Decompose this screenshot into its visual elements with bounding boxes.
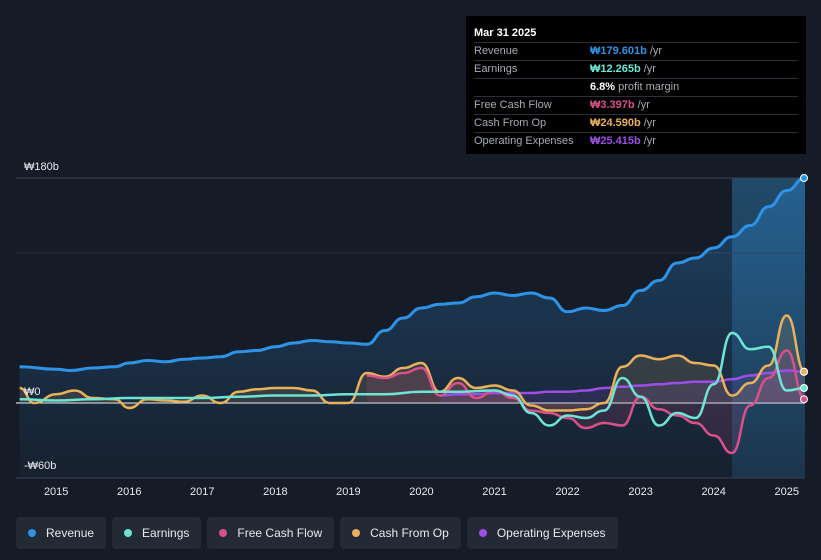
tooltip-row-label: Cash From Op: [474, 117, 547, 129]
series-end-marker: [800, 367, 808, 376]
legend-dot: [219, 529, 228, 537]
tooltip-row: Revenue ₩179.601b/yr: [474, 42, 798, 60]
tooltip-row-value: ₩3.397b: [590, 99, 635, 111]
tooltip-row-value: ₩12.265b: [590, 63, 641, 75]
tooltip-row-value: 6.8%: [590, 81, 616, 93]
tooltip-row-unit: /yr: [643, 135, 656, 147]
tooltip-row-value: ₩179.601b: [590, 45, 647, 57]
tooltip-row: Earnings ₩12.265b/yr: [474, 60, 798, 78]
x-tick-label: 2017: [190, 486, 214, 498]
tooltip-row-label: Earnings: [474, 63, 518, 75]
series-line-earnings: [19, 331, 806, 427]
series-end-marker: [800, 174, 808, 182]
legend-item-cash-from-op[interactable]: Cash From Op: [340, 517, 461, 549]
legend-label: Earnings: [142, 526, 190, 540]
x-tick-label: 2015: [44, 486, 68, 498]
legend-label: Operating Expenses: [496, 526, 606, 540]
x-tick-label: 2016: [117, 486, 141, 498]
series-fill-free-cash-flow: [366, 350, 805, 453]
legend-dot: [28, 529, 36, 537]
legend-item-free-cash-flow[interactable]: Free Cash Flow: [207, 517, 335, 549]
y-tick-label-bottom: -₩60b: [24, 460, 57, 472]
x-tick-label: 2025: [774, 486, 798, 498]
legend-item-operating-expenses[interactable]: Operating Expenses: [466, 517, 618, 549]
legend-dot: [124, 529, 133, 537]
legend-label: Revenue: [46, 526, 95, 540]
legend-item-earnings[interactable]: Earnings: [112, 517, 202, 549]
tooltip-row-label: [474, 79, 590, 96]
x-tick-label: 2022: [555, 486, 579, 498]
tooltip-row-label: Operating Expenses: [474, 135, 574, 147]
tooltip-row: 6.8% profit margin: [474, 78, 798, 96]
tooltip-row-unit: /yr: [637, 99, 650, 111]
series-line-cash-from-op: [19, 314, 806, 412]
tooltip: Mar 31 2025 Revenue ₩179.601b/yr Earnings ₩…: [466, 16, 806, 154]
legend-item-revenue[interactable]: Revenue: [16, 517, 107, 549]
series-line-revenue: [19, 176, 806, 372]
series-end-marker: [800, 384, 808, 392]
x-tick-label: 2023: [628, 486, 652, 498]
tooltip-row: Operating Expenses ₩25.415b/yr: [474, 132, 798, 150]
series-end-marker: [800, 395, 808, 404]
legend: Revenue Earnings Free Cash Flow Cash From O…: [16, 517, 618, 549]
tooltip-row-value: ₩25.415b: [590, 135, 641, 147]
x-tick-label: 2019: [336, 486, 360, 498]
x-tick-label: 2018: [263, 486, 287, 498]
x-tick-label: 2020: [409, 486, 433, 498]
legend-dot: [478, 529, 487, 537]
tooltip-row-unit: /yr: [643, 117, 656, 129]
y-tick-label-zero: ₩0: [24, 386, 41, 398]
tooltip-row-value: ₩24.590b: [590, 117, 641, 129]
legend-dot: [352, 529, 361, 537]
y-tick-label-top: ₩180b: [24, 161, 59, 173]
series-line-free-cash-flow: [366, 349, 806, 455]
series-fill-revenue: [19, 178, 806, 478]
x-tick-label: 2021: [482, 486, 506, 498]
tooltip-row-label: Revenue: [474, 45, 519, 57]
tooltip-date: Mar 31 2025: [474, 27, 537, 39]
tooltip-row-label: Free Cash Flow: [474, 99, 552, 111]
tooltip-row-unit: /yr: [649, 45, 663, 57]
x-tick-label: 2024: [701, 486, 725, 498]
legend-label: Free Cash Flow: [237, 526, 323, 540]
tooltip-row-unit: /yr: [643, 63, 656, 75]
legend-label: Cash From Op: [370, 526, 449, 540]
tooltip-row: Cash From Op ₩24.590b/yr: [474, 114, 798, 132]
tooltip-row-unit: profit margin: [618, 81, 680, 93]
tooltip-row: Free Cash Flow ₩3.397b/yr: [474, 96, 798, 114]
